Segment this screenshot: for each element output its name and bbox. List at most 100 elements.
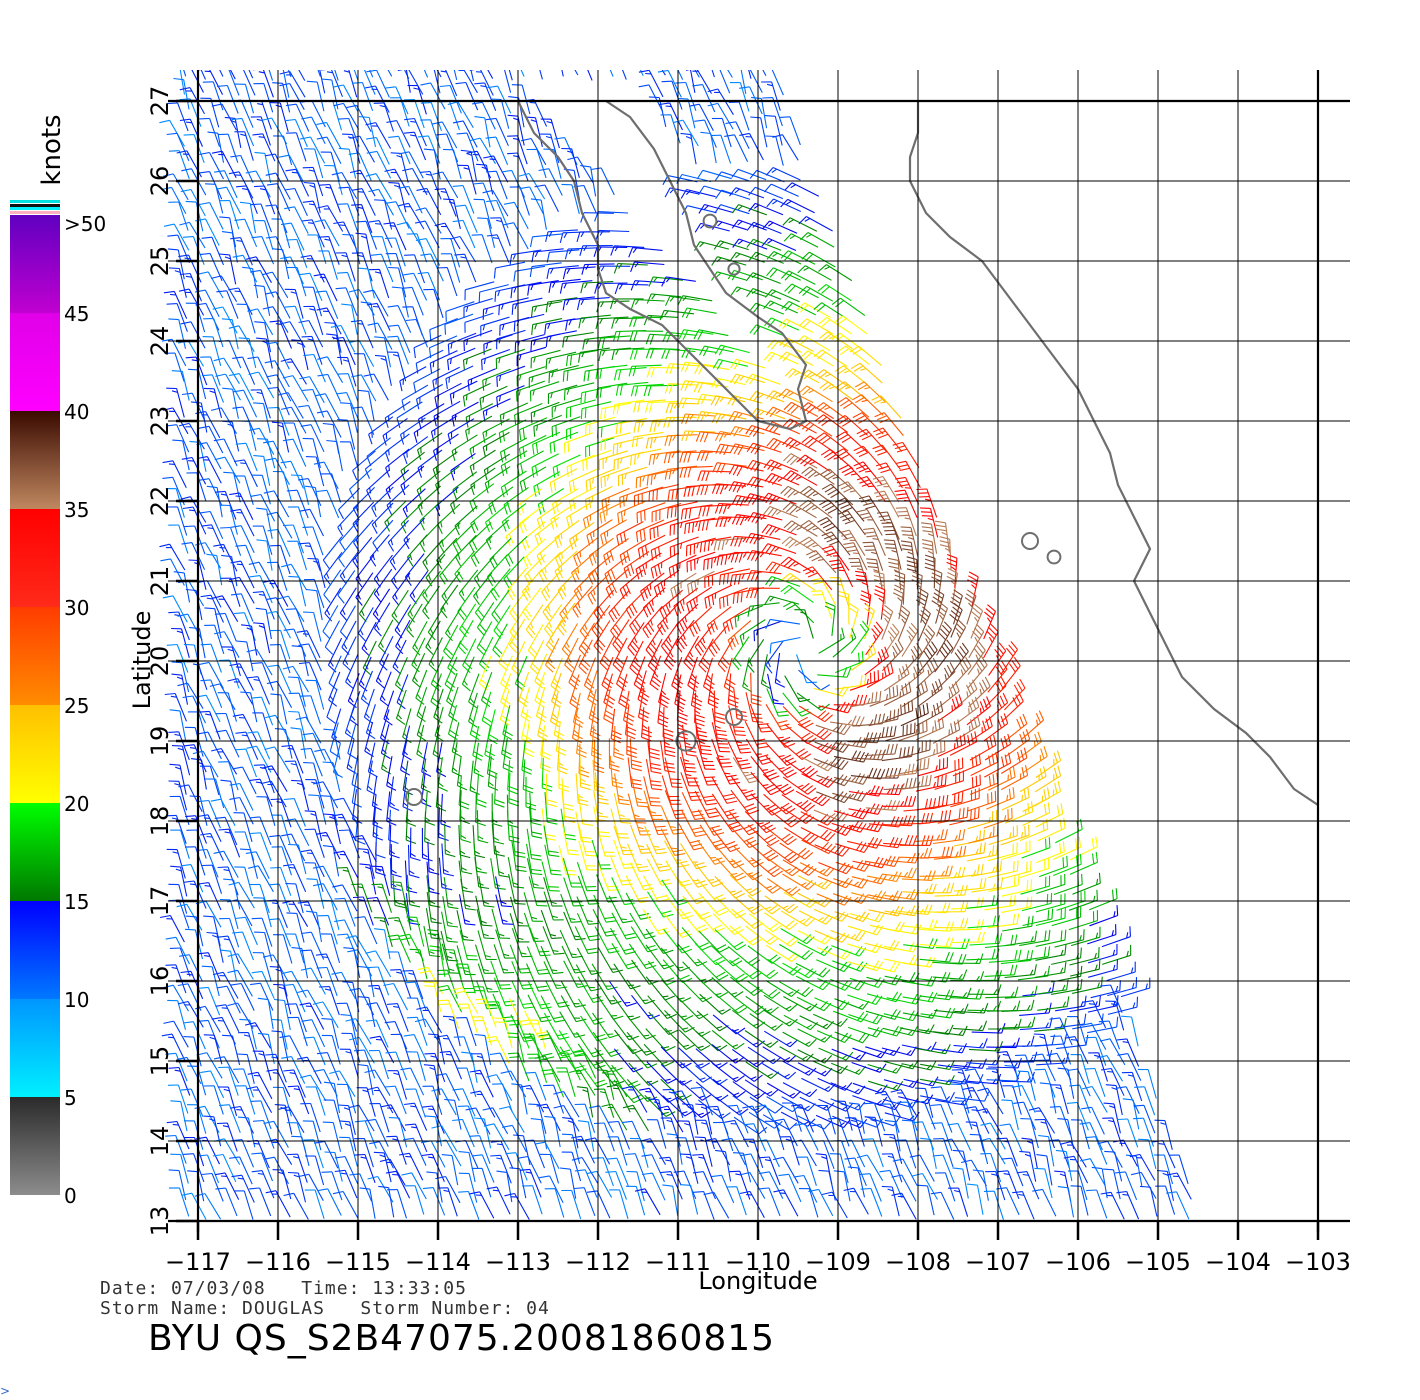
wind-barb bbox=[715, 443, 750, 456]
wind-barb bbox=[178, 288, 205, 316]
wind-barb bbox=[983, 1190, 1005, 1220]
wind-barb bbox=[369, 534, 390, 567]
wind-barb bbox=[306, 80, 325, 112]
wind-barb bbox=[163, 223, 190, 251]
wind-barb bbox=[300, 136, 326, 164]
wind-barb bbox=[731, 204, 767, 216]
wind-barb bbox=[222, 387, 239, 419]
wind-barb bbox=[680, 188, 716, 199]
wind-barb bbox=[575, 811, 592, 843]
wind-barb bbox=[882, 867, 917, 879]
wind-barb bbox=[282, 375, 309, 402]
wind-barb bbox=[614, 773, 630, 806]
wind-barb bbox=[562, 331, 594, 348]
wind-barb bbox=[635, 470, 667, 489]
wind-barb bbox=[178, 579, 205, 607]
wind-barb bbox=[287, 1153, 308, 1183]
wind-barb bbox=[254, 151, 272, 184]
wind-barb bbox=[317, 70, 321, 77]
wind-barb bbox=[780, 556, 815, 574]
wind-barb bbox=[677, 295, 713, 306]
wind-barb bbox=[852, 394, 884, 416]
wind-barb bbox=[664, 434, 698, 447]
wind-barb bbox=[712, 1078, 746, 1098]
wind-barb bbox=[931, 568, 943, 604]
wind-barb bbox=[727, 70, 733, 78]
wind-barb bbox=[765, 406, 801, 420]
wind-barb bbox=[761, 237, 797, 252]
wind-barb bbox=[525, 604, 544, 639]
wind-barb bbox=[473, 572, 493, 606]
wind-barb bbox=[420, 102, 443, 131]
wind-barb bbox=[477, 217, 496, 248]
wind-barb bbox=[616, 521, 644, 546]
wind-barb bbox=[192, 750, 219, 778]
wind-barb bbox=[814, 402, 849, 421]
wind-barb bbox=[628, 247, 663, 258]
wind-barb bbox=[762, 70, 767, 77]
wind-barb bbox=[1100, 1191, 1125, 1220]
wind-barb bbox=[436, 267, 458, 297]
wind-barb bbox=[428, 637, 443, 672]
wind-barb bbox=[477, 963, 499, 993]
wind-barb bbox=[562, 824, 579, 856]
wind-barb bbox=[300, 424, 325, 453]
wind-barb bbox=[1004, 985, 1038, 999]
wind-barb bbox=[491, 811, 505, 845]
wind-barb bbox=[697, 517, 731, 532]
wind-barb bbox=[866, 871, 902, 883]
wind-barb bbox=[697, 470, 732, 482]
wind-barb bbox=[595, 364, 628, 380]
wind-barb bbox=[572, 585, 593, 618]
wind-barb bbox=[415, 207, 442, 234]
wind-barb bbox=[680, 132, 697, 165]
wind-barb bbox=[197, 271, 224, 299]
wind-barb bbox=[319, 183, 342, 213]
wind-barb bbox=[252, 70, 274, 98]
wind-barb bbox=[864, 940, 900, 951]
wind-barb bbox=[452, 120, 478, 148]
wind-barb bbox=[191, 70, 204, 93]
wind-barb bbox=[304, 810, 323, 842]
wind-barb bbox=[484, 502, 510, 533]
wind-barb bbox=[765, 618, 800, 630]
wind-barb bbox=[449, 380, 478, 405]
wind-barb bbox=[951, 863, 984, 879]
wind-barb bbox=[903, 938, 938, 949]
wind-barb bbox=[215, 729, 240, 758]
wind-barb bbox=[245, 851, 270, 880]
wind-barb bbox=[302, 286, 323, 317]
wind-barb bbox=[629, 330, 664, 342]
wind-barb bbox=[351, 82, 374, 111]
wind-barb bbox=[313, 273, 338, 302]
wind-barb bbox=[180, 864, 204, 893]
wind-barb bbox=[179, 98, 202, 127]
wind-barb bbox=[872, 475, 900, 503]
y-tick-label: 17 bbox=[146, 886, 174, 917]
wind-barb bbox=[508, 70, 513, 81]
wind-barb bbox=[834, 1031, 870, 1044]
wind-barb bbox=[443, 624, 459, 660]
wind-barb bbox=[868, 1080, 904, 1091]
wind-barb bbox=[281, 744, 304, 774]
wind-barb bbox=[248, 70, 254, 79]
wind-barb bbox=[431, 121, 458, 149]
wind-barb bbox=[165, 936, 190, 965]
wind-barb bbox=[455, 204, 478, 234]
wind-barb bbox=[469, 433, 497, 460]
wind-barb bbox=[600, 519, 627, 545]
wind-barb bbox=[327, 637, 343, 673]
wind-barb bbox=[1054, 929, 1085, 948]
wind-barb bbox=[530, 333, 561, 352]
wind-barb bbox=[262, 271, 289, 299]
wind-barb bbox=[1057, 1118, 1075, 1150]
wind-barb bbox=[1087, 924, 1117, 945]
wind-barb bbox=[472, 101, 496, 130]
wind-barb bbox=[703, 1191, 730, 1219]
wind-barb bbox=[464, 312, 494, 333]
wind-barb bbox=[901, 1060, 937, 1071]
wind-barb bbox=[798, 910, 834, 925]
wind-barb bbox=[639, 70, 644, 76]
wind-barb bbox=[256, 438, 276, 469]
wind-barb bbox=[580, 165, 597, 197]
